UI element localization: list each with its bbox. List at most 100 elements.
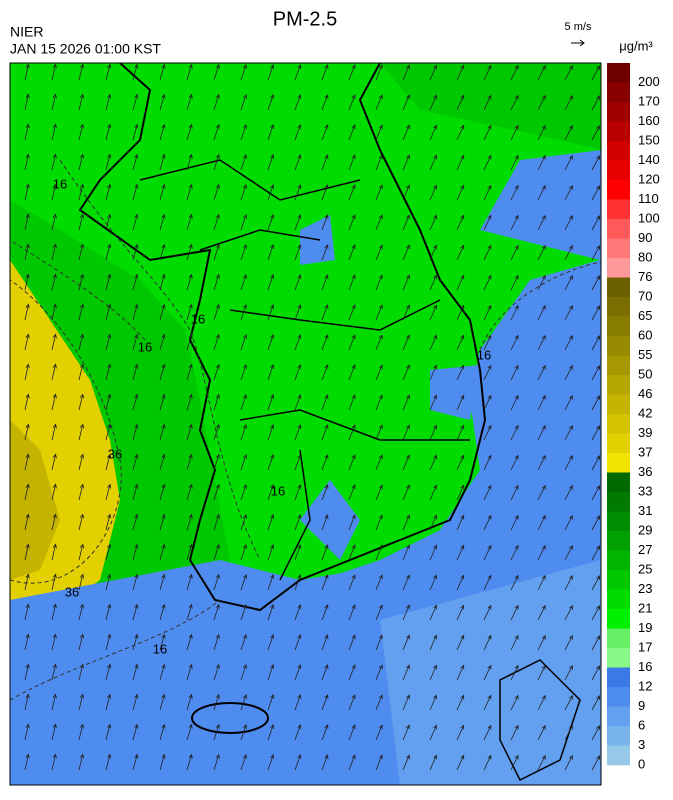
wind-arrow: [429, 275, 437, 291]
wind-arrowhead: [242, 453, 247, 459]
wind-arrowhead: [215, 453, 220, 459]
wind-arrow: [294, 454, 301, 471]
wind-arrowhead: [270, 124, 275, 129]
wind-arrow: [456, 455, 465, 471]
wind-arrowhead: [433, 394, 437, 400]
wind-arrow: [132, 664, 138, 681]
wind-arrowhead: [52, 513, 57, 519]
wind-arrowhead: [541, 544, 546, 550]
wind-arrow: [240, 94, 247, 111]
wind-arrowhead: [107, 513, 112, 519]
wind-arrowhead: [242, 153, 247, 159]
wind-arrow: [510, 275, 519, 291]
wind-arrowhead: [351, 334, 356, 340]
wind-arrowhead: [270, 214, 275, 219]
wind-arrow: [375, 155, 383, 171]
wind-arrowhead: [270, 544, 275, 549]
wind-arrowhead: [378, 154, 383, 160]
colorbar-label: 200: [638, 74, 660, 89]
wind-arrow: [591, 305, 600, 321]
colorbar-swatch: [607, 160, 630, 181]
wind-arrowhead: [324, 514, 329, 520]
colorbar-label: 33: [638, 483, 652, 498]
wind-arrowhead: [297, 334, 302, 339]
wind-arrow: [105, 124, 111, 141]
wind-arrow: [483, 215, 492, 231]
wind-arrowhead: [351, 724, 356, 730]
wind-arrowhead: [433, 274, 437, 280]
wind-arrowhead: [215, 153, 220, 159]
wind-arrowhead: [514, 544, 519, 550]
wind-arrowhead: [215, 63, 220, 69]
wind-arrowhead: [514, 124, 519, 130]
wind-arrow: [294, 394, 301, 411]
wind-arrowhead: [568, 335, 573, 340]
wind-arrowhead: [487, 664, 492, 670]
wind-arrowhead: [460, 604, 465, 610]
wind-arrow: [105, 334, 111, 351]
wind-arrowhead: [270, 424, 275, 429]
colorbar-swatch: [607, 706, 630, 727]
wind-arrow: [51, 304, 56, 321]
wind-arrow: [213, 394, 220, 411]
wind-arrow: [591, 545, 600, 561]
wind-arrowhead: [324, 214, 329, 220]
colorbar-swatch: [607, 238, 630, 259]
wind-arrow: [429, 665, 437, 681]
wind-arrow: [159, 334, 165, 351]
wind-arrow: [132, 364, 138, 381]
wind-arrow: [267, 604, 274, 621]
wind-arrowhead: [405, 64, 410, 70]
wind-arrow: [321, 64, 329, 81]
wind-arrowhead: [541, 574, 546, 580]
wind-arrow: [294, 64, 301, 81]
wind-arrow: [240, 454, 247, 471]
wind-arrow: [294, 754, 301, 771]
wind-arrow: [24, 154, 29, 171]
wind-arrowhead: [134, 573, 139, 579]
wind-arrow: [186, 574, 193, 591]
wind-arrow: [132, 64, 138, 81]
wind-arrow: [240, 514, 247, 531]
wind-arrow: [240, 154, 247, 171]
wind-arrowhead: [541, 454, 546, 460]
wind-arrowhead: [460, 664, 465, 670]
wind-arrow: [267, 694, 274, 711]
wind-arrow: [24, 754, 29, 771]
wind-arrowhead: [25, 423, 30, 429]
wind-arrow: [510, 305, 519, 321]
wind-arrow: [321, 364, 329, 381]
wind-arrowhead: [52, 423, 57, 429]
wind-arrowhead: [433, 574, 437, 580]
wind-arrow: [348, 694, 356, 711]
wind-arrowhead: [460, 94, 465, 100]
wind-arrowhead: [297, 724, 302, 729]
wind-arrowhead: [52, 453, 57, 459]
wind-arrowhead: [514, 64, 519, 70]
wind-arrow: [321, 304, 329, 321]
wind-arrowhead: [215, 183, 220, 189]
wind-arrowhead: [270, 334, 275, 339]
wind-arrow: [483, 245, 492, 261]
wind-arrowhead: [161, 513, 166, 519]
wind-arrow: [213, 154, 220, 171]
wind-arrow: [213, 244, 220, 261]
wind-arrowhead: [161, 663, 166, 669]
wind-arrow: [564, 65, 573, 81]
wind-arrowhead: [161, 93, 166, 99]
wind-arrowhead: [242, 513, 247, 519]
wind-arrowhead: [297, 64, 302, 69]
wind-arrowhead: [188, 423, 193, 429]
wind-arrow: [510, 545, 519, 561]
wind-arrow: [159, 724, 165, 741]
wind-arrowhead: [596, 365, 601, 370]
wind-arrow: [348, 514, 356, 531]
wind-arrowhead: [596, 575, 601, 580]
map-frame: [9, 62, 602, 786]
wind-arrow: [240, 604, 247, 621]
wind-arrow: [51, 424, 56, 441]
wind-arrowhead: [242, 603, 247, 609]
wind-arrowhead: [324, 664, 329, 670]
wind-arrow: [429, 215, 437, 231]
wind-arrowhead: [134, 153, 139, 159]
